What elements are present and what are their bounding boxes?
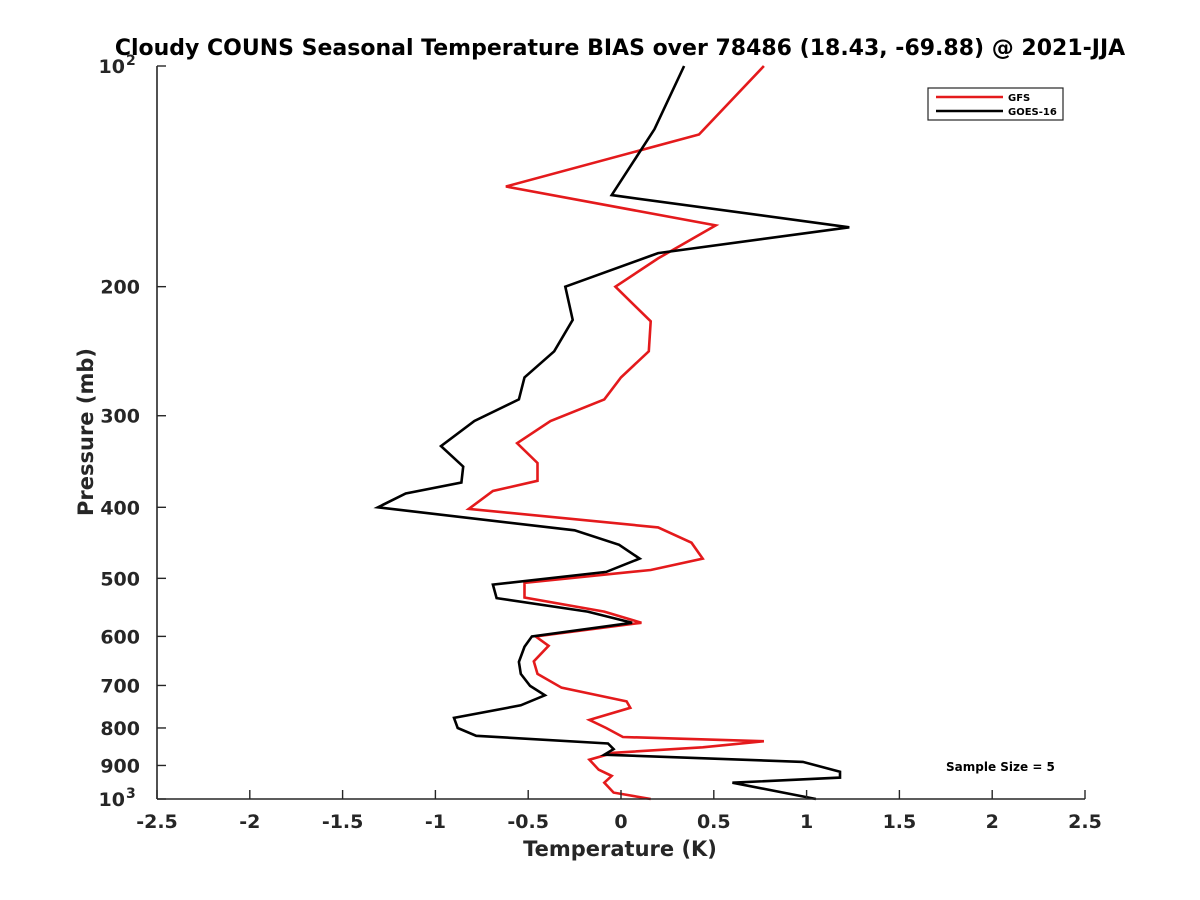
x-tick-label: 1.5 <box>883 811 917 833</box>
y-tick-label: 200 <box>100 277 140 299</box>
x-tick-label: -0.5 <box>507 811 549 833</box>
y-tick-label: 900 <box>100 755 140 777</box>
x-tick-label: 2.5 <box>1068 811 1102 833</box>
y-tick-label: 300 <box>100 406 140 428</box>
x-tick-label: 1 <box>800 811 813 833</box>
chart-title: Cloudy COUNS Seasonal Temperature BIAS o… <box>115 36 1125 61</box>
y-axis-label: Pressure (mb) <box>74 348 98 516</box>
plot-area <box>157 66 1085 799</box>
y-tick-label: 700 <box>100 675 140 697</box>
x-ticks: -2.5 -2 -1.5 -1 -0.5 0 0.5 1 1.5 2 2.5 <box>136 790 1102 833</box>
series-line-goes-16 <box>373 65 850 801</box>
x-tick-label: -1.5 <box>322 811 364 833</box>
y-tick-exponent: 3 <box>126 786 136 802</box>
y-tick-label: 800 <box>100 718 140 740</box>
legend: GFS GOES-16 <box>927 87 1064 121</box>
x-axis-label: Temperature (K) <box>523 837 717 861</box>
y-tick-label: 10 <box>99 789 125 811</box>
x-tick-label: -1 <box>425 811 446 833</box>
y-tick-label: 500 <box>100 568 140 590</box>
y-tick-label: 400 <box>100 497 140 519</box>
y-tick-label: 10 <box>99 56 125 78</box>
legend-label-gfs: GFS <box>1008 93 1030 104</box>
y-tick-exponent: 2 <box>126 53 136 69</box>
x-tick-label: -2.5 <box>136 811 178 833</box>
series-line-gfs <box>465 65 765 801</box>
series-layer <box>373 65 850 801</box>
legend-label-goes-16: GOES-16 <box>1008 107 1057 118</box>
legend-box <box>927 87 1064 121</box>
x-tick-label: 0.5 <box>697 811 731 833</box>
x-tick-label: 0 <box>614 811 627 833</box>
x-tick-label: -2 <box>239 811 260 833</box>
y-tick-label: 600 <box>100 626 140 648</box>
sample-size-annotation: Sample Size = 5 <box>946 760 1055 774</box>
x-tick-label: 2 <box>986 811 999 833</box>
